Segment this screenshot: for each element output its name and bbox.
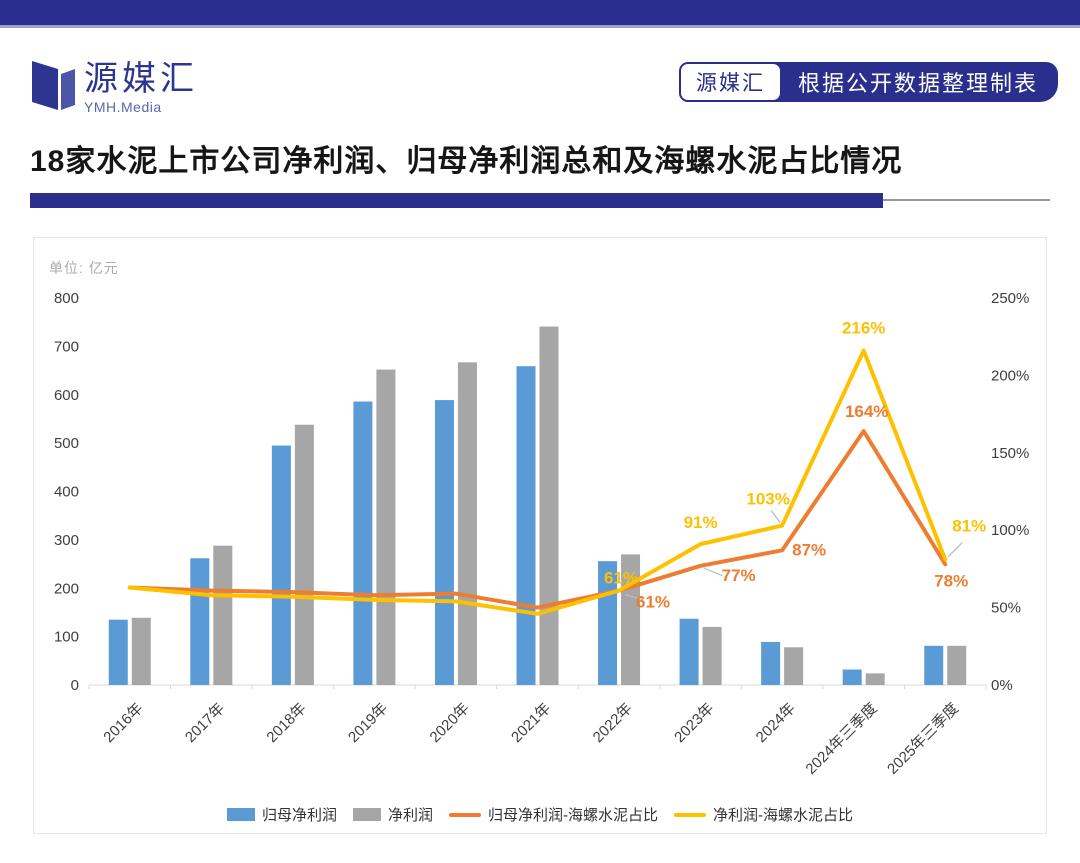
legend-item: 归母净利润-海螺水泥占比 [449, 804, 658, 825]
legend-item: 归母净利润 [226, 804, 337, 825]
legend-bar-swatch [353, 808, 381, 821]
bar [434, 400, 454, 685]
x-axis-label: 2020年 [427, 700, 473, 746]
bar [213, 545, 233, 685]
bar [376, 369, 396, 685]
line-data-label: 216% [842, 319, 885, 338]
line-data-label: 61% [636, 593, 670, 612]
label-leader-line [770, 510, 781, 523]
legend-item: 净利润-海螺水泥占比 [674, 804, 853, 825]
title-rule-line [883, 199, 1050, 201]
brand-name: 源媒汇 [84, 60, 198, 98]
line-data-label: 91% [684, 513, 718, 532]
line-data-label: 61% [604, 569, 638, 588]
left-axis-tick: 300 [54, 532, 79, 549]
x-axis-label: 2022年 [590, 700, 636, 746]
bar [457, 362, 477, 685]
bar [108, 619, 128, 685]
legend-bar-swatch [226, 808, 255, 821]
bar [353, 401, 373, 685]
left-axis-tick: 400 [54, 484, 79, 501]
page-title: 18家水泥上市公司净利润、归母净利润总和及海螺水泥占比情况 [30, 145, 903, 178]
bar [842, 669, 862, 685]
source-badge-brand: 源媒汇 [678, 62, 782, 102]
x-axis-label: 2017年 [182, 700, 228, 746]
legend-line-swatch [449, 812, 482, 817]
brand-logo-icon [32, 61, 75, 110]
legend-label: 归母净利润-海螺水泥占比 [488, 807, 659, 824]
legend-line-swatch [674, 812, 707, 817]
line-data-label: 87% [792, 540, 826, 559]
line-data-label: 81% [952, 517, 986, 536]
x-axis-label: 2021年 [508, 700, 554, 746]
bar [131, 617, 151, 685]
legend-label: 归母净利润 [261, 807, 337, 824]
left-axis-tick: 700 [54, 338, 79, 355]
chart-canvas: 800 700 600 500 400 300 200 100 0 250% 200% 150% 100… [54, 290, 1029, 778]
label-leader-line [703, 567, 723, 577]
right-axis-tick: 250% [991, 290, 1029, 307]
bar-series [131, 326, 967, 685]
bar [294, 424, 314, 685]
right-axis-tick: 150% [991, 445, 1029, 462]
bar [702, 626, 722, 685]
left-axis-tick: 0 [71, 677, 79, 694]
bar [784, 647, 804, 685]
line-series [127, 348, 948, 616]
left-axis-tick: 200 [54, 580, 79, 597]
bar [271, 445, 291, 685]
brand-subtitle: YMH.Media [84, 99, 162, 115]
label-leader-line [947, 542, 963, 558]
line-series [127, 429, 948, 610]
title-underline-bar [30, 193, 883, 208]
bar-series [108, 366, 944, 685]
left-axis-tick: 800 [54, 290, 79, 307]
legend-item: 净利润 [353, 804, 433, 825]
x-axis-label: 2024年三季度 [802, 700, 880, 778]
brand-logo-text: 源媒汇 YMH.Media [84, 60, 198, 115]
legend-label: 净利润 [388, 807, 434, 824]
brand-logo: 源媒汇 YMH.Media [30, 60, 198, 115]
left-axis-tick: 100 [54, 629, 79, 646]
x-axis-label: 2023年 [671, 700, 717, 746]
x-axis-label: 2024年 [753, 700, 799, 746]
axis-unit-label: 单位: 亿元 [49, 260, 119, 276]
chart-card: 单位: 亿元 800 700 600 500 400 300 200 100 0 250% 200%… [33, 237, 1047, 834]
bar [539, 326, 559, 685]
left-axis-tick: 500 [54, 435, 79, 452]
right-axis-tick: 0% [991, 677, 1013, 694]
bar [516, 366, 536, 685]
source-badge-note: 根据公开数据整理制表 [771, 62, 1058, 102]
left-axis-tick: 600 [54, 387, 79, 404]
right-axis-tick: 50% [991, 600, 1021, 617]
x-axis-label: 2019年 [345, 700, 391, 746]
line-data-label: 164% [845, 402, 888, 421]
right-axis-tick: 100% [991, 522, 1029, 539]
bar [865, 673, 885, 685]
bar [679, 618, 699, 685]
bar [924, 645, 944, 685]
source-badge: 源媒汇 根据公开数据整理制表 [678, 62, 1058, 102]
line-data-label: 103% [746, 490, 789, 509]
x-axis-label: 2016年 [100, 700, 146, 746]
bar [947, 645, 967, 685]
top-accent-bar [0, 0, 1080, 28]
x-axis-label: 2025年三季度 [884, 700, 962, 778]
chart-legend: 归母净利润 净利润 归母净利润-海螺水泥占比 净利润-海螺水泥占比 [34, 804, 1046, 825]
right-axis-tick: 200% [991, 367, 1029, 384]
x-axis-label: 2018年 [263, 700, 309, 746]
bar [190, 558, 210, 685]
legend-label: 净利润-海螺水泥占比 [713, 807, 854, 824]
line-data-label: 77% [722, 566, 756, 585]
label-leader-line [624, 593, 644, 601]
bar [761, 641, 781, 685]
line-data-label: 78% [934, 571, 968, 590]
